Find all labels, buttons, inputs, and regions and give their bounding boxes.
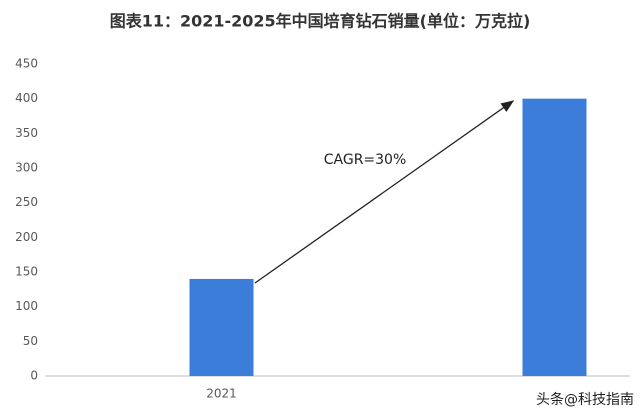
y-tick-label: 250 [15,195,38,209]
y-tick-label: 100 [15,299,38,313]
chart-title: 图表11：2021-2025年中国培育钻石销量(单位：万克拉) [110,12,531,31]
watermark: 头条@科技指南 [536,391,634,408]
y-tick-label: 350 [15,126,38,140]
growth-arrow [254,100,515,284]
cagr-annotation: CAGR=30% [324,152,407,168]
bar [522,98,587,377]
y-tick-label: 150 [15,265,38,279]
y-tick-label: 400 [15,91,38,105]
y-tick-label: 300 [15,161,38,175]
y-tick-label: 450 [15,57,38,71]
y-tick-label: 50 [23,334,38,348]
x-tick-label: 2021 [206,387,237,401]
y-tick-label: 0 [30,369,38,383]
y-tick-label: 200 [15,230,38,244]
bar [189,278,254,376]
